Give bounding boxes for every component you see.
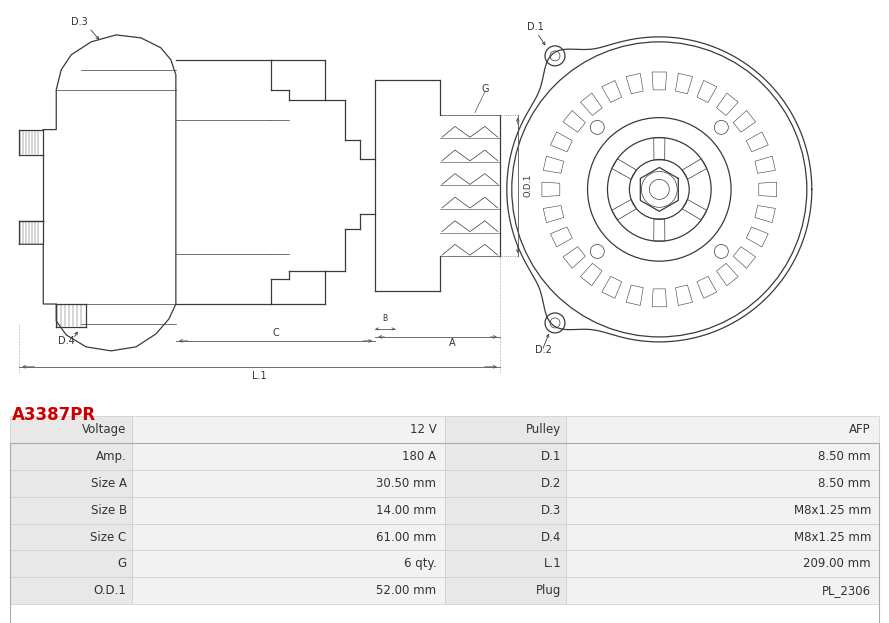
Bar: [444, 443, 566, 470]
Text: 8.50 mm: 8.50 mm: [819, 477, 871, 490]
Bar: [10, 443, 132, 470]
Text: D.1: D.1: [527, 22, 544, 32]
Text: 12 V: 12 V: [410, 423, 436, 436]
Bar: [132, 443, 444, 470]
Text: 209.00 mm: 209.00 mm: [804, 558, 871, 571]
Bar: [10, 416, 132, 443]
Text: AFP: AFP: [849, 423, 871, 436]
Text: L.1: L.1: [252, 371, 267, 381]
Text: Pulley: Pulley: [526, 423, 561, 436]
Bar: [444, 470, 566, 497]
Text: 8.50 mm: 8.50 mm: [819, 450, 871, 463]
Text: 52.00 mm: 52.00 mm: [376, 584, 436, 597]
Text: Plug: Plug: [536, 584, 561, 597]
Bar: [10, 443, 879, 623]
Text: M8x1.25 mm: M8x1.25 mm: [794, 531, 871, 543]
Bar: [132, 551, 444, 578]
Text: D.3: D.3: [71, 17, 87, 27]
Bar: [444, 497, 566, 524]
Text: A: A: [449, 338, 456, 348]
Text: Size C: Size C: [91, 531, 126, 543]
Text: 30.50 mm: 30.50 mm: [377, 477, 436, 490]
Bar: [132, 578, 444, 604]
Bar: [566, 578, 879, 604]
Text: B: B: [382, 314, 388, 323]
Text: C: C: [272, 328, 279, 338]
Text: 180 A: 180 A: [403, 450, 436, 463]
Text: Size B: Size B: [91, 504, 126, 516]
Text: Voltage: Voltage: [83, 423, 126, 436]
Bar: [10, 497, 132, 524]
Bar: [566, 470, 879, 497]
Text: Amp.: Amp.: [96, 450, 126, 463]
Bar: [132, 524, 444, 551]
Bar: [10, 524, 132, 551]
Bar: [10, 578, 132, 604]
Text: Size A: Size A: [91, 477, 126, 490]
Bar: [566, 416, 879, 443]
Bar: [132, 416, 444, 443]
Text: D.1: D.1: [541, 450, 561, 463]
Text: G: G: [117, 558, 126, 571]
Text: A3387PR: A3387PR: [12, 406, 96, 424]
Text: 6 qty.: 6 qty.: [404, 558, 436, 571]
Text: M8x1.25 mm: M8x1.25 mm: [794, 504, 871, 516]
Bar: [132, 497, 444, 524]
Text: 14.00 mm: 14.00 mm: [376, 504, 436, 516]
Bar: [566, 551, 879, 578]
Bar: [566, 524, 879, 551]
Text: D.2: D.2: [535, 345, 552, 355]
Text: D.4: D.4: [541, 531, 561, 543]
Bar: [444, 524, 566, 551]
Text: L.1: L.1: [543, 558, 561, 571]
Text: O.D.1: O.D.1: [524, 174, 533, 197]
Text: D.3: D.3: [541, 504, 561, 516]
Bar: [444, 551, 566, 578]
Text: D.2: D.2: [541, 477, 561, 490]
Bar: [444, 578, 566, 604]
Bar: [444, 416, 566, 443]
Text: G: G: [481, 83, 489, 93]
Bar: [10, 551, 132, 578]
Bar: [132, 470, 444, 497]
Bar: [10, 470, 132, 497]
Text: O.D.1: O.D.1: [93, 584, 126, 597]
Bar: [566, 443, 879, 470]
Text: 61.00 mm: 61.00 mm: [376, 531, 436, 543]
Text: PL_2306: PL_2306: [821, 584, 871, 597]
Text: D.4: D.4: [58, 336, 75, 346]
Bar: [566, 497, 879, 524]
